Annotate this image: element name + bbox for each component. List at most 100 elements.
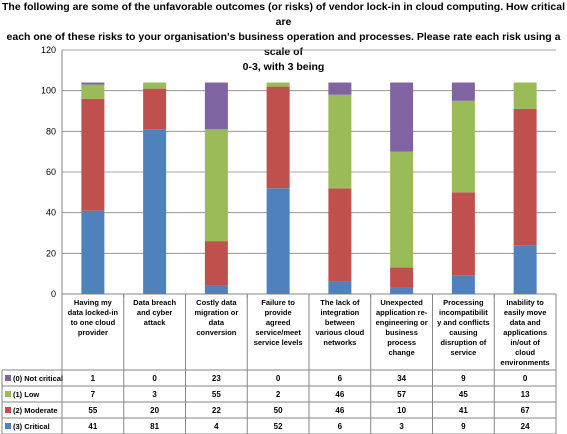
bars <box>81 82 537 294</box>
table-cell-value: 57 <box>397 390 406 399</box>
table-cell-value: 46 <box>335 390 344 399</box>
legend-swatch <box>5 375 11 381</box>
bar-segment <box>328 94 352 189</box>
table-cell-value: 41 <box>88 422 97 431</box>
category-label-line: causing <box>449 328 478 337</box>
title-line: The following are some of the unfavorabl… <box>2 1 565 28</box>
table-cell-value: 9 <box>461 422 466 431</box>
table-cell-value: 3 <box>399 422 404 431</box>
category-label-line: y and conflicts <box>437 318 490 327</box>
category-label-line: conversion <box>196 328 236 337</box>
table-cell-value: 45 <box>459 390 468 399</box>
category-label-line: incompatibilit <box>439 308 488 317</box>
table-cell-value: 81 <box>150 422 159 431</box>
gridlines <box>62 49 556 254</box>
category-label-line: Unexpected <box>380 298 423 307</box>
table-cell-value: 50 <box>274 406 283 415</box>
category-label-line: Inability to <box>506 298 544 307</box>
category-label-line: networks <box>323 338 356 347</box>
category-label: Data breach and cyber attack <box>133 298 176 327</box>
category-label-line: provider <box>78 328 108 337</box>
y-tick-label: 120 <box>41 45 56 55</box>
table-cell-value: 55 <box>88 406 97 415</box>
table-cell-value: 4 <box>214 422 219 431</box>
bar-segment <box>204 285 228 294</box>
table-cell-value: 0 <box>523 374 528 383</box>
category-label-line: applications <box>503 328 547 337</box>
table-cell-value: 1 <box>91 374 96 383</box>
category-label-line: application re- <box>376 308 428 317</box>
category-label-line: service/meet <box>255 328 301 337</box>
category-label-line: Having my <box>74 298 113 307</box>
category-label-line: agreed <box>266 318 291 327</box>
bar-segment <box>513 108 537 246</box>
category-label-line: between <box>325 318 355 327</box>
bar-segment <box>81 84 105 99</box>
category-label: Processing incompatibilit y and conflicts c… <box>437 298 490 357</box>
bar-segment <box>513 82 537 109</box>
category-label-line: Costly data <box>196 298 237 307</box>
category-label-line: data <box>209 318 225 327</box>
table-cell-value: 2 <box>276 390 281 399</box>
bar-segment <box>204 82 228 130</box>
category-label-line: cloud <box>515 348 535 357</box>
category-label: Failure to provide agreed service/meet servi… <box>254 298 303 347</box>
category-label-line: Data breach <box>133 298 176 307</box>
category-label-line: engineering or <box>376 318 428 327</box>
category-label-line: The lack of <box>320 298 360 307</box>
category-label-line: change <box>388 348 414 357</box>
table-cell-value: 20 <box>150 406 159 415</box>
bar-segment <box>390 287 414 294</box>
table-cell-value: 34 <box>397 374 406 383</box>
bar-segment <box>451 82 475 101</box>
table-cell-value: 46 <box>335 406 344 415</box>
bar-segment <box>266 82 290 87</box>
table-cell-value: 55 <box>212 390 221 399</box>
y-tick-label: 80 <box>46 126 56 136</box>
legend-label: (2) Moderate <box>13 406 58 415</box>
table-cell-value: 6 <box>338 374 343 383</box>
category-label-line: easily move <box>504 308 547 317</box>
table-cell-value: 0 <box>152 374 157 383</box>
bar-segment <box>328 281 352 294</box>
category-label-line: various cloud <box>315 328 364 337</box>
data-table: Having my data locked-in to one cloud provi… <box>1 294 557 434</box>
bar-segment <box>143 129 167 294</box>
table-cell-value: 13 <box>521 390 530 399</box>
category-label-line: environments <box>501 358 550 367</box>
category-label-line: data locked-in <box>68 308 119 317</box>
bar-segment <box>390 151 414 268</box>
bar-segment <box>266 86 290 189</box>
legend-label: (3) Critical <box>13 422 50 431</box>
bar-segment <box>513 245 537 294</box>
category-label: Having my data locked-in to one cloud provi… <box>68 298 119 337</box>
y-tick-label: 20 <box>46 248 56 258</box>
bar-segment <box>204 241 228 286</box>
bar-segment <box>451 192 475 276</box>
table-cell-value: 0 <box>276 374 281 383</box>
bar-segment <box>451 275 475 294</box>
category-label: Costly data migration or data conversion <box>194 298 238 337</box>
category-label-line: migration or <box>194 308 238 317</box>
bar-segment <box>390 267 414 288</box>
bar-segment <box>204 129 228 242</box>
bar-segment <box>390 82 414 152</box>
bar-segment <box>81 210 105 294</box>
legend-label: (1) Low <box>13 390 39 399</box>
bar-segment <box>143 88 167 130</box>
category-label-line: provide <box>265 308 292 317</box>
category-label-line: and cyber <box>137 308 173 317</box>
chart-title: The following are some of the unfavorabl… <box>0 0 567 75</box>
table-cell-value: 24 <box>521 422 530 431</box>
table-cell-value: 9 <box>461 374 466 383</box>
table-cell-value: 22 <box>212 406 221 415</box>
category-label-line: data and <box>510 318 541 327</box>
bar-segment <box>81 82 105 85</box>
category-label: Inability to easily move data and applicati… <box>501 298 550 367</box>
category-label-line: Failure to <box>261 298 295 307</box>
bar-segment <box>81 98 105 211</box>
table-cell-value: 7 <box>91 390 96 399</box>
table-cell-value: 41 <box>459 406 468 415</box>
table-cell-value: 23 <box>212 374 221 383</box>
